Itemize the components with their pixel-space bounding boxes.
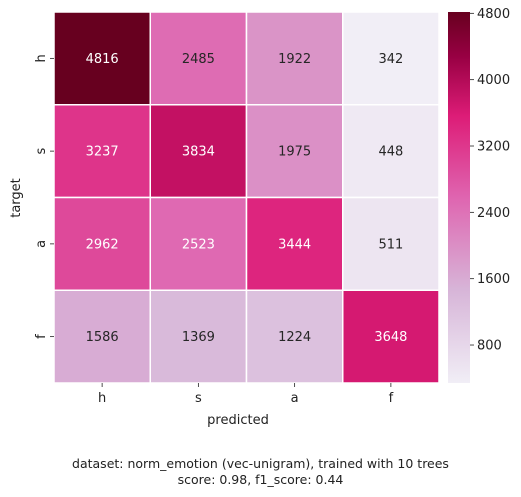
cell-value-label: 1922 [278,52,311,67]
cell-value-label: 3648 [374,330,407,345]
heatmap-cell [53,11,151,106]
heatmap-cell [149,104,248,199]
heatmap-cell [149,11,248,106]
cell-value-label: 1975 [278,145,311,160]
cell-value-label: 448 [378,145,403,160]
cell-value-label: 2962 [86,237,119,252]
cell-value-label: 3237 [86,145,119,160]
colorbar-tick-label: 800 [477,339,502,354]
heatmap-cell [342,104,440,199]
x-tick-label: f [389,391,394,406]
confusion-matrix-heatmap: 4816 2485 1922 342 3237 3834 1975 448 2962 2523 34… [9,7,510,428]
heatmap-cell [149,289,248,384]
cell-value-label: 4816 [86,52,119,67]
y-tick-label: s [34,148,49,155]
colorbar-tick-label: 4800 [477,7,510,22]
cell-value-label: 1224 [278,330,311,345]
cell-value-label: 1369 [182,330,215,345]
cell-value-label: 511 [378,237,403,252]
colorbar [448,12,470,383]
heatmap-cell [342,11,440,106]
x-axis-label: predicted [207,413,269,428]
colorbar-tick-label: 3200 [477,140,510,155]
cell-value-label: 2523 [182,237,215,252]
heatmap-cell [245,11,344,106]
colorbar-tick-label: 2400 [477,206,510,221]
y-tick-label: f [34,334,49,339]
caption-line-2: score: 0.98, f1_score: 0.44 [177,472,344,487]
x-tick-label: h [98,391,106,406]
heatmap-cell [342,289,440,384]
heatmap-cell [149,196,248,291]
cell-value-label: 1586 [86,330,119,345]
cell-value-label: 2485 [182,52,215,67]
y-tick-labels: h s a f [34,54,54,339]
x-tick-label: s [195,391,202,406]
cell-value-label: 342 [378,52,403,67]
y-axis-label: target [9,178,24,218]
colorbar-ticks: 800 1600 2400 3200 4000 4800 [470,7,510,354]
cell-value-label: 3834 [182,145,215,160]
cell-value-label: 3444 [278,237,311,252]
heatmap-cells: 4816 2485 1922 342 3237 3834 1975 448 2962 2523 34… [53,11,440,384]
colorbar-tick-label: 4000 [477,73,510,88]
y-tick-label: a [34,240,49,248]
y-tick-label: h [34,54,49,62]
caption-line-1: dataset: norm_emotion (vec-unigram), tra… [72,456,449,471]
colorbar-tick-label: 1600 [477,272,510,287]
x-tick-label: a [291,391,299,406]
heatmap-cell [342,196,440,291]
